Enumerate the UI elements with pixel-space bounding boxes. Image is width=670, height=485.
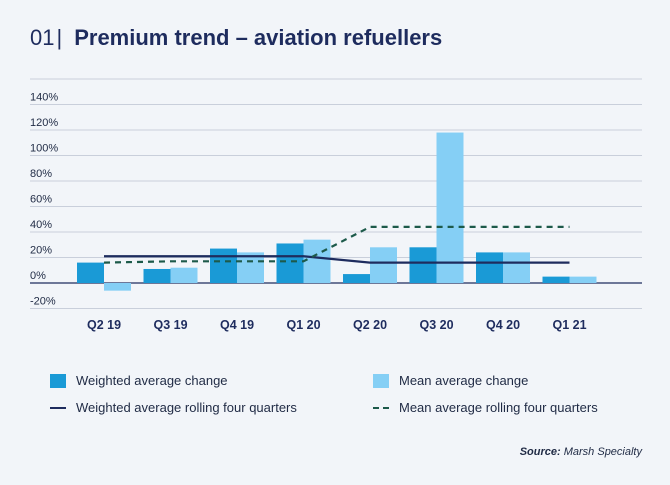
legend-item-mean-rolling: Mean average rolling four quarters <box>373 400 598 415</box>
y-tick-label: 100% <box>30 143 58 155</box>
bar-mean-change <box>370 247 397 283</box>
y-axis-labels: -20% 0% 20% 40% 60% 80% 100% 120% 140% <box>30 92 58 308</box>
x-tick-label: Q1 20 <box>286 318 320 332</box>
source-note: Source: Marsh Specialty <box>520 446 642 458</box>
y-tick-label: 140% <box>30 92 58 104</box>
bar-weighted-change <box>409 247 437 283</box>
y-tick-label: 0% <box>30 270 46 282</box>
bar-weighted-change <box>210 248 237 283</box>
legend-label: Mean average rolling four quarters <box>399 400 598 415</box>
legend-label: Weighted average change <box>76 373 228 388</box>
bar-mean-change <box>436 132 464 283</box>
x-tick-label: Q4 20 <box>486 318 520 332</box>
y-tick-label: -20% <box>30 296 56 308</box>
x-tick-label: Q2 20 <box>353 318 387 332</box>
x-tick-label: Q2 19 <box>87 318 121 332</box>
chart-title: 01| Premium trend – aviation refuellers <box>30 24 442 52</box>
legend-label: Weighted average rolling four quarters <box>76 400 297 415</box>
y-tick-label: 80% <box>30 168 52 180</box>
line-weighted-rolling <box>104 255 570 264</box>
x-axis-labels: Q2 19 Q3 19 Q4 19 Q1 20 Q2 20 Q3 20 Q4 20 Q1 21 <box>87 318 587 332</box>
series-lines <box>103 225 570 264</box>
y-tick-label: 40% <box>30 219 52 231</box>
bar-mean-change <box>503 252 530 283</box>
x-tick-label: Q3 20 <box>419 318 453 332</box>
y-tick-label: 60% <box>30 194 52 206</box>
legend-item-weighted-rolling: Weighted average rolling four quarters <box>50 400 297 415</box>
bar-weighted-change <box>542 276 570 283</box>
bars <box>77 132 597 291</box>
source-prefix: Source: <box>519 446 561 458</box>
bar-mean-change <box>303 239 331 283</box>
bar-weighted-change <box>343 274 370 283</box>
x-tick-label: Q3 19 <box>153 318 187 332</box>
bar-mean-change <box>104 283 131 291</box>
x-tick-label: Q4 19 <box>220 318 254 332</box>
title-separator: | <box>56 25 63 50</box>
legend-item-weighted-average-change: Weighted average change <box>50 373 228 388</box>
bar-weighted-change <box>143 268 171 283</box>
gridlines <box>30 78 642 309</box>
bar-weighted-change <box>77 262 104 283</box>
y-tick-label: 120% <box>30 117 58 129</box>
bar-weighted-change <box>276 243 304 283</box>
bar-mean-change <box>237 252 264 283</box>
bar-mean-change <box>170 267 198 283</box>
x-tick-label: Q1 21 <box>552 318 586 332</box>
legend-label: Mean average change <box>399 373 529 388</box>
bar-mean-change <box>569 276 597 283</box>
line-mean-rolling <box>103 225 570 264</box>
bar-weighted-change <box>476 252 503 283</box>
legend-line-mean-rolling <box>373 406 389 409</box>
premium-trend-chart: -20% 0% 20% 40% 60% 80% 100% 120% 140% Q2 19 Q3 1… <box>30 78 642 332</box>
figure-number: 01 <box>30 25 55 50</box>
legend-item-mean-average-change: Mean average change <box>373 373 528 388</box>
legend-swatch-weighted-change <box>50 373 66 388</box>
source-text: Marsh Specialty <box>563 446 642 458</box>
title-text: Premium trend – aviation refuellers <box>74 25 443 50</box>
legend-line-weighted-rolling <box>50 406 66 409</box>
legend-swatch-mean-change <box>373 373 389 388</box>
y-tick-label: 20% <box>30 245 52 257</box>
